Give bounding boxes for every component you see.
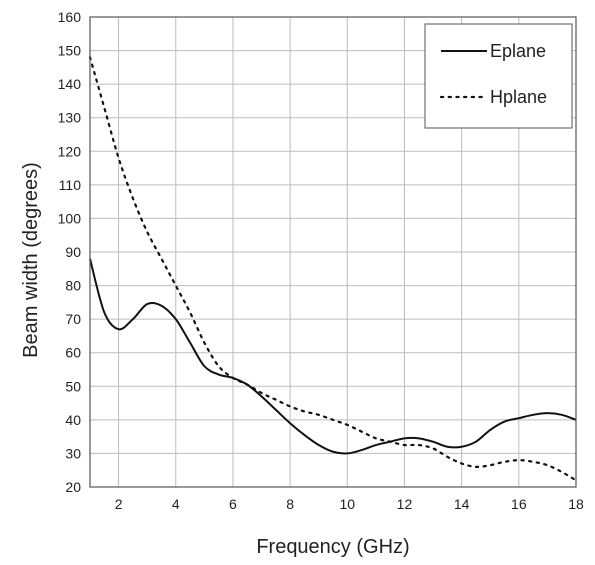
- x-tick-label: 16: [511, 496, 527, 512]
- legend-box: [424, 23, 573, 129]
- y-tick-label: 160: [58, 9, 82, 25]
- y-axis-title: Beam width (degrees): [20, 162, 42, 358]
- y-tick-label: 70: [65, 311, 81, 327]
- y-tick-label: 20: [65, 479, 81, 495]
- y-tick-label: 100: [58, 210, 82, 226]
- plot-frame: [89, 16, 577, 488]
- y-tick-label: 110: [59, 177, 82, 193]
- y-tick-label: 120: [58, 143, 82, 159]
- x-axis-title: Frequency (GHz): [256, 536, 409, 558]
- x-tick-labels: 2 4 6 8 10 12 14 16 18: [115, 496, 584, 512]
- series-lines: [88, 56, 578, 482]
- y-tick-label: 30: [65, 445, 81, 461]
- legend: Eplane Hplane: [424, 23, 573, 129]
- y-tick-label: 60: [65, 345, 81, 361]
- x-tick-label: 2: [115, 496, 123, 512]
- y-tick-labels: 20 30 40 50 60 70 80 90 100 110 120 130 140 150 160: [58, 9, 82, 495]
- x-tick-label: 6: [229, 496, 237, 512]
- x-tick-label: 14: [454, 496, 470, 512]
- x-tick-label: 10: [340, 496, 356, 512]
- legend-label-eplane: Eplane: [490, 41, 546, 61]
- y-tick-label: 130: [58, 110, 82, 126]
- y-tick-label: 40: [65, 412, 81, 428]
- legend-label-hplane: Hplane: [490, 87, 547, 107]
- series-line-eplane: [89, 258, 577, 455]
- y-tick-label: 80: [65, 278, 81, 294]
- y-tick-label: 90: [65, 244, 81, 260]
- x-tick-label: 12: [397, 496, 413, 512]
- x-tick-label: 4: [172, 496, 180, 512]
- y-tick-label: 50: [65, 378, 81, 394]
- series-line-hplane: [88, 56, 578, 482]
- x-tick-label: 8: [286, 496, 294, 512]
- y-tick-label: 150: [58, 43, 82, 59]
- x-tick-label: 18: [568, 496, 584, 512]
- y-tick-label: 140: [58, 76, 82, 92]
